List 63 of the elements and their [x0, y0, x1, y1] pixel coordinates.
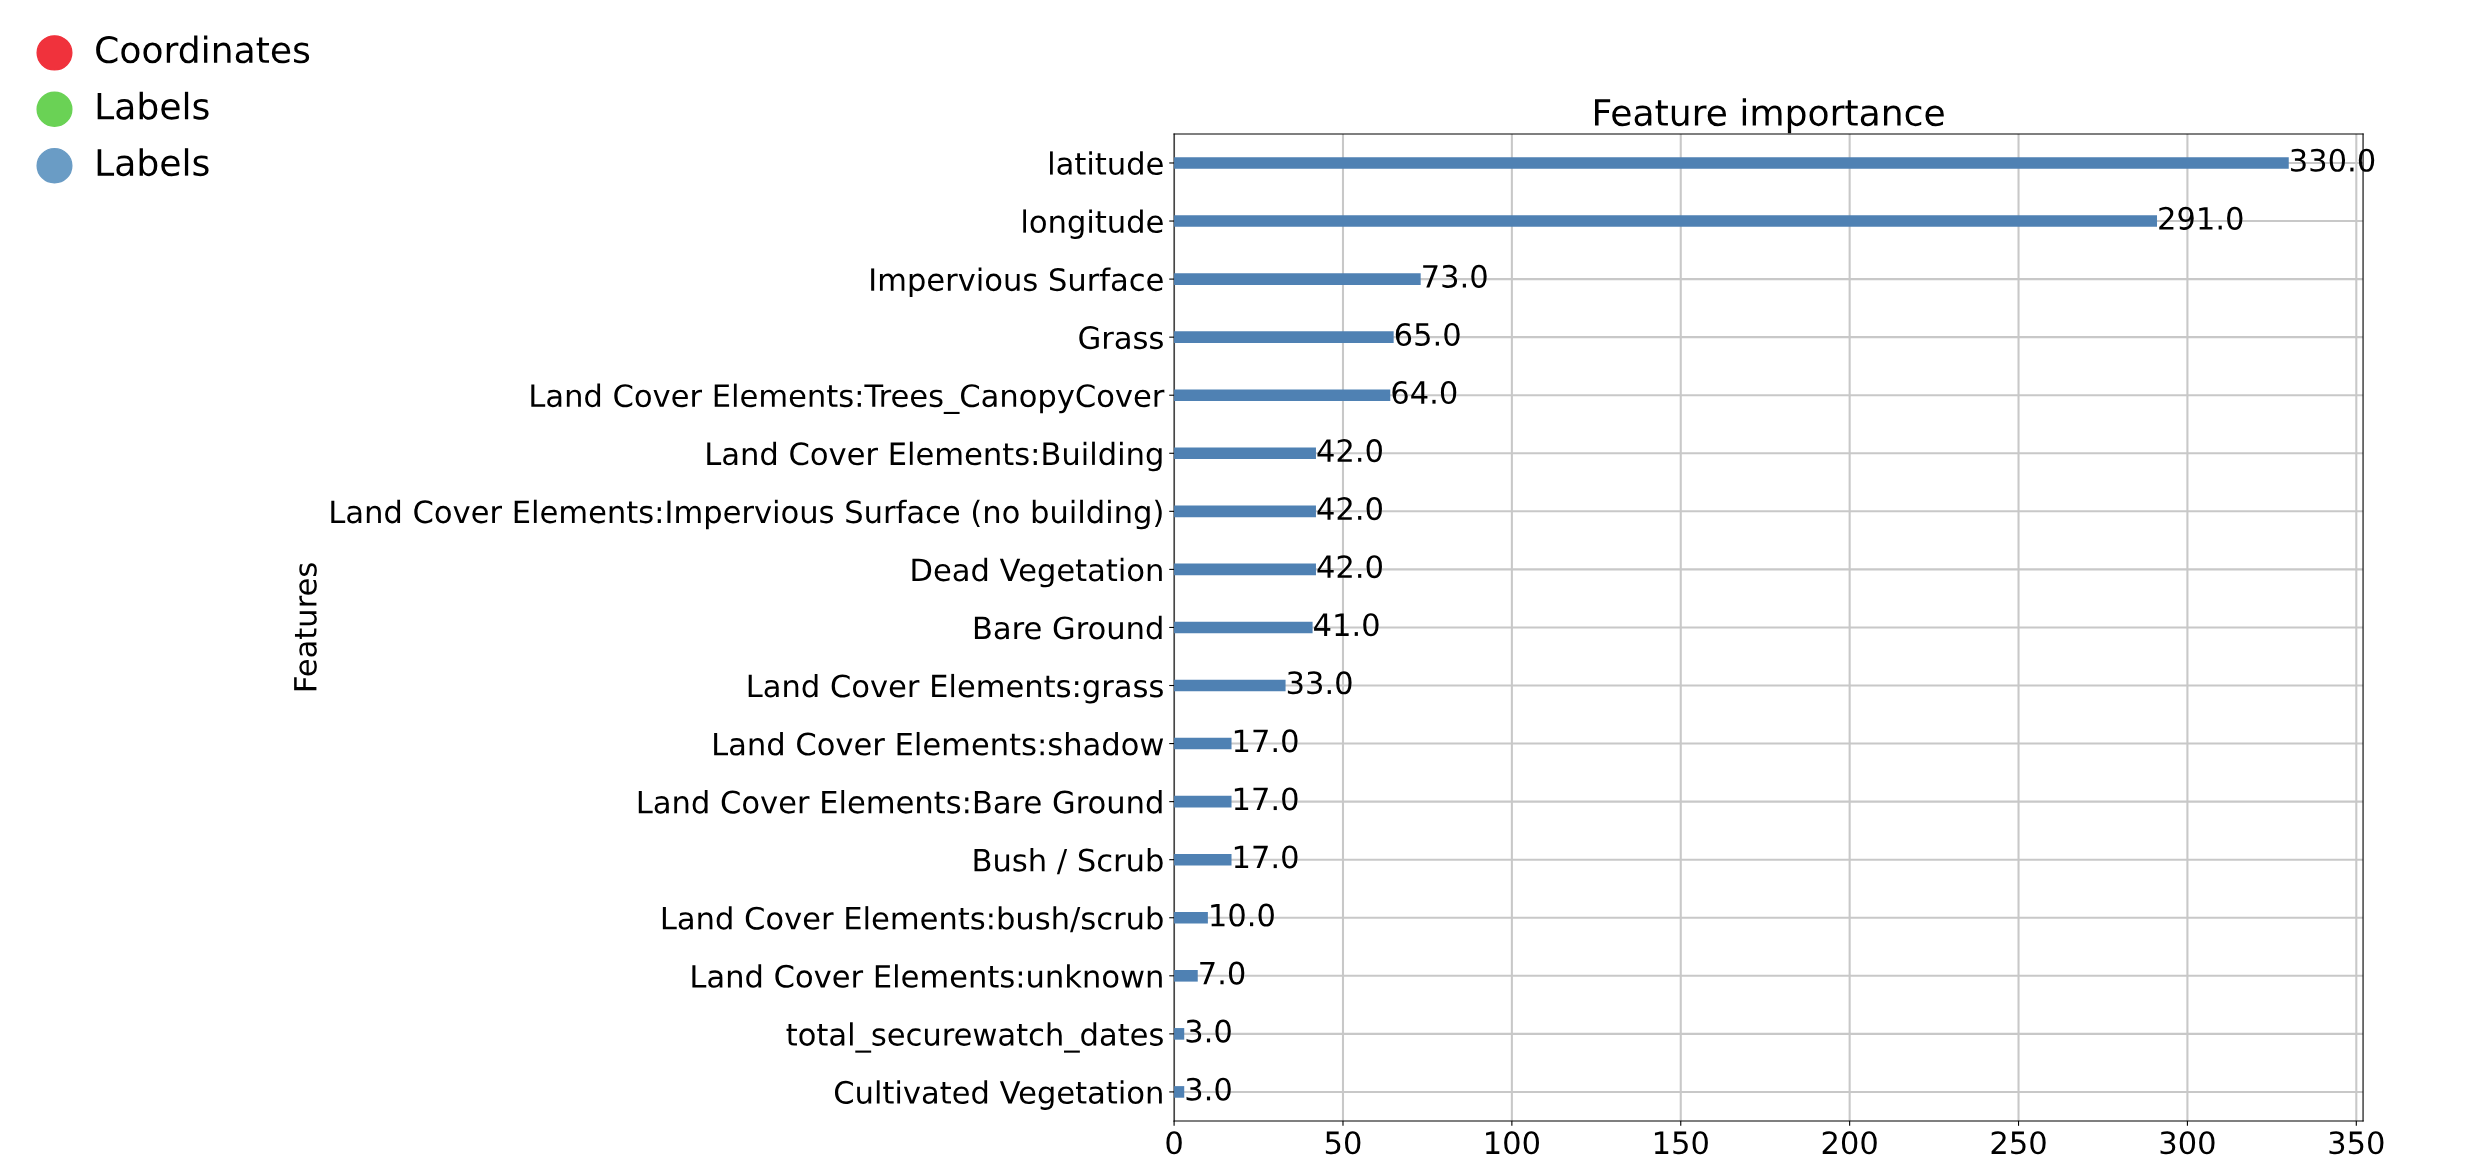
y-tick-label: Land Cover Elements:shadow: [714, 731, 1164, 756]
x-tick-label: 250: [1991, 1131, 2046, 1155]
data-label: 64.0: [1392, 380, 1457, 405]
y-tick-label: Land Cover Elements:bush/scrub: [662, 906, 1163, 933]
x-tick-label: 200: [1822, 1131, 1877, 1155]
bar: [1174, 621, 1313, 634]
bar: [1174, 563, 1316, 576]
bar: [1174, 853, 1232, 866]
y-axis-title: Features: [294, 563, 317, 691]
y-tick-label: Land Cover Elements:Impervious Surface (no building): [331, 499, 1162, 530]
bar: [1174, 273, 1421, 285]
bar: [1174, 215, 2158, 227]
y-tick-label: Bare Ground: [974, 615, 1162, 640]
bar: [1174, 447, 1316, 460]
data-label: 7.0: [1200, 961, 1245, 985]
y-tick-label: Impervious Surface: [871, 267, 1163, 298]
y-tick-label: Grass: [1079, 326, 1163, 350]
text: Coordinates: [96, 35, 310, 64]
y-tick-label: Land Cover Elements:Building: [707, 441, 1162, 472]
text: Labels: [97, 91, 209, 120]
data-label: 41.0: [1314, 613, 1379, 637]
data-label: 17.0: [1234, 729, 1298, 753]
y-tick-label: Land Cover Elements:Trees_CanopyCover: [531, 383, 1165, 415]
x-tick-label: 100: [1486, 1131, 1539, 1155]
y-tick-label: Dead Vegetation: [912, 557, 1162, 588]
bar: [1174, 970, 1198, 982]
bar: [1174, 679, 1286, 692]
data-label: 3.0: [1186, 1077, 1231, 1101]
y-tick-label: total_securewatch_dates: [786, 1022, 1163, 1053]
data-label: 3.0: [1186, 1019, 1231, 1043]
y-tick-label: Land Cover Elements:Bare Ground: [638, 790, 1162, 814]
text: Labels: [97, 148, 209, 177]
data-label: 17.0: [1234, 787, 1298, 811]
data-label: 73.0: [1423, 264, 1487, 288]
bar: [1174, 911, 1208, 924]
x-tick-label: 350: [2329, 1131, 2384, 1155]
bar: [1174, 505, 1316, 518]
x-tick-label: 150: [1654, 1131, 1708, 1155]
y-tick-label: latitude: [1050, 151, 1163, 176]
y-tick-label: Land Cover Elements:unknown: [692, 964, 1162, 988]
bar: [1174, 1086, 1185, 1098]
data-label: 10.0: [1211, 903, 1274, 927]
data-label: 42.0: [1317, 555, 1382, 579]
bar: [1174, 1028, 1185, 1040]
data-label: 42.0: [1317, 439, 1382, 463]
x-tick-label: 0: [1166, 1131, 1182, 1155]
x-tick-label: 50: [1325, 1131, 1361, 1155]
bar: [1174, 331, 1394, 343]
bar: [1174, 795, 1232, 808]
data-label: 33.0: [1287, 671, 1352, 695]
bar: [1174, 389, 1391, 402]
y-tick-label: Cultivated Vegetation: [834, 1080, 1162, 1110]
bar: [1174, 157, 2289, 169]
y-tick-label: Bush / Scrub: [974, 848, 1163, 875]
data-label: 65.0: [1395, 322, 1460, 347]
x-tick-label: 300: [2160, 1131, 2215, 1155]
y-tick-label: longitude: [1023, 209, 1163, 239]
data-label: 17.0: [1234, 845, 1298, 869]
bar: [1174, 737, 1232, 750]
data-label: 291.0: [2159, 206, 2243, 230]
data-label: 42.0: [1317, 497, 1382, 521]
chart-title: Feature importance: [1595, 98, 1944, 134]
y-tick-label: Land Cover Elements:grass: [748, 673, 1163, 704]
